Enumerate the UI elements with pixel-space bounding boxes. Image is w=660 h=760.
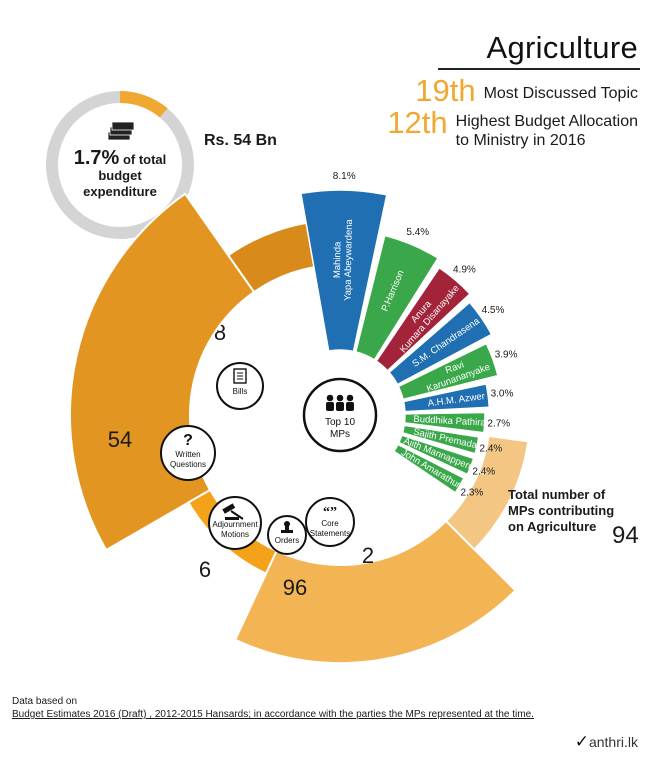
brand-logo: ✓anthri.lk [575, 732, 638, 752]
activity-category-label: Core [321, 519, 339, 528]
mp-name-label: Buddhika Pathirana [413, 414, 497, 429]
mp-bar [300, 189, 388, 353]
activity-value-label: 96 [283, 575, 307, 600]
total-mps-line2: MPs contributing [508, 503, 615, 518]
activity-slice-orders [233, 519, 517, 664]
mp-value-label: 2.4% [480, 444, 503, 455]
activity-category-label: Bills [233, 387, 248, 396]
discussed-rank-text: Most Discussed Topic [483, 85, 638, 102]
mp-bar [403, 411, 486, 434]
brand-text: anthri.lk [588, 734, 638, 750]
budget-share-text: 1.7% of total budget expenditure [60, 147, 180, 200]
mp-value-label: 2.3% [461, 488, 484, 499]
mp-value-label: 2.4% [472, 467, 495, 478]
budget-share-line1: of total [119, 152, 167, 167]
center-label-line2: MPs [330, 429, 350, 440]
mp-name-line: Buddhika Pathirana [413, 414, 497, 429]
activity-category-label: Written [175, 450, 200, 459]
total-mps-line3: on Agriculture [508, 519, 597, 534]
people-icon [326, 394, 354, 411]
activity-value-label: 6 [199, 557, 211, 582]
discussed-rank: 19th Most Discussed Topic [415, 73, 638, 108]
budget-rank-number: 12th [387, 105, 448, 140]
total-mps-value: 94 [612, 522, 639, 549]
icon-layer: Top 10MPsBills?WrittenQuestionsAdjournme… [160, 362, 378, 555]
mp-value-label: 5.4% [406, 227, 429, 238]
budget-ring [46, 91, 194, 239]
mp-value-label: 3.0% [491, 389, 514, 400]
money-stack-icon [107, 121, 135, 141]
title-underline [438, 68, 640, 70]
mp-bar [397, 342, 499, 401]
activity-category-label: Motions [221, 530, 249, 539]
budget-rank: 12th Highest Budget Allocation to Minist… [387, 105, 638, 150]
total-mps-label: Total number of MPs contributing on Agri… [508, 487, 638, 535]
footer-source-text: Budget Estimates 2016 (Draft) , 2012-201… [12, 709, 534, 720]
activity-value-label: 54 [108, 427, 132, 452]
mp-value-label: 2.7% [487, 418, 510, 429]
mp-bar [402, 383, 490, 413]
mp-name-line: Mahinda [332, 241, 344, 278]
activity-category-label: Statements [310, 529, 350, 538]
discussed-rank-number: 19th [415, 73, 476, 108]
mp-bar [392, 443, 465, 494]
budget-ring-share [119, 91, 168, 118]
mp-value-label: 4.5% [482, 305, 505, 316]
mp-name-line: Yapa Abeywardena [342, 218, 354, 301]
activity-category-label: Adjournment [212, 520, 258, 529]
svg-text:“”: “” [323, 505, 337, 520]
stamp-icon: Orders [267, 515, 307, 555]
mp-value-label: 4.9% [453, 264, 476, 275]
footer-source-heading: Data based on [12, 696, 78, 707]
budget-amount: Rs. 54 Bn [204, 132, 277, 149]
mp-bar [354, 234, 440, 361]
activity-category-label: Orders [275, 536, 299, 545]
budget-rank-text: Highest Budget Allocation to Ministry in… [456, 112, 638, 150]
svg-text:?: ? [183, 432, 193, 449]
budget-share-line3: expenditure [83, 184, 157, 199]
brand-check-icon: ✓ [574, 732, 589, 751]
mp-bar [401, 424, 480, 455]
budget-rank-text-line1: Highest Budget Allocation [455, 113, 638, 130]
activity-slice-core-statements [444, 434, 530, 551]
budget-share-line2: budget [98, 168, 142, 183]
mp-value-label: 8.1% [333, 171, 356, 182]
total-mps-line1: Total number of [508, 487, 606, 502]
mp-bar [375, 266, 471, 372]
activity-slice-written-questions [69, 192, 256, 552]
mp-bar [388, 301, 493, 386]
page-title: Agriculture [486, 30, 638, 65]
mp-value-label: 3.9% [495, 350, 518, 361]
center-badge [302, 377, 378, 453]
budget-rank-text-line2: to Ministry in 2016 [455, 132, 586, 149]
center-label-line1: Top 10 [325, 417, 355, 428]
activity-category-label: Questions [170, 460, 206, 469]
mp-bar [397, 434, 475, 476]
document-icon: Bills [216, 362, 264, 410]
budget-share-percent: 1.7% [73, 147, 120, 169]
activity-value-label: 2 [362, 543, 374, 568]
